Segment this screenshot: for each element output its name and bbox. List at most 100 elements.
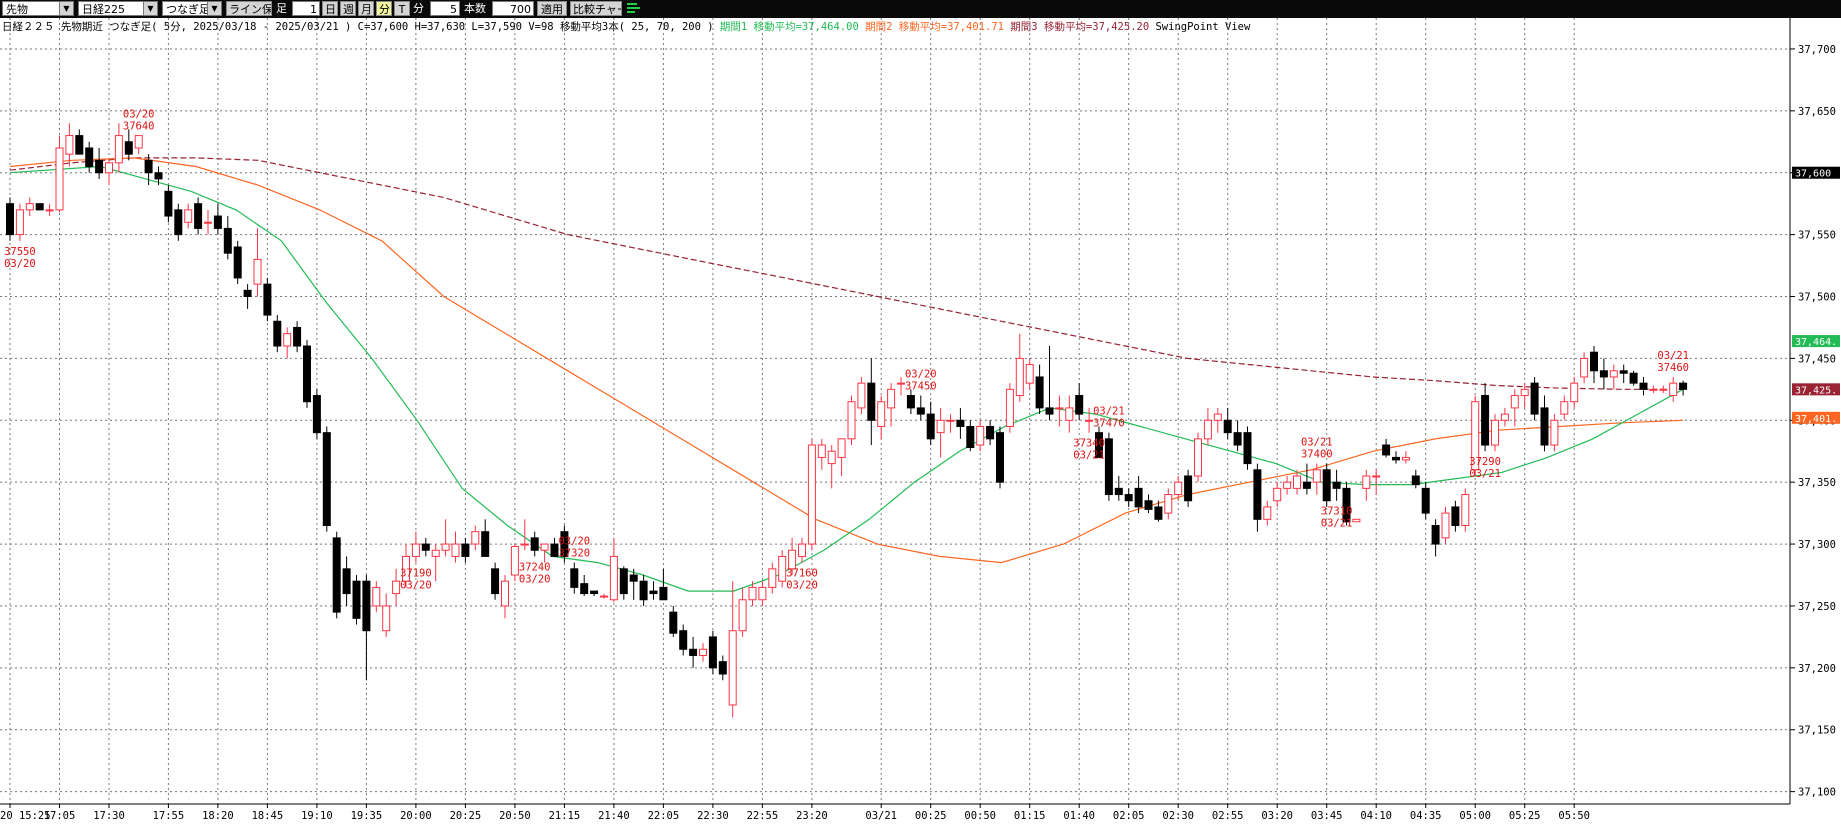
candle-up [1560,401,1569,415]
swing-date-label: 03/21 [1093,406,1125,418]
x-tick-label: 05:25 [1509,810,1541,822]
swing-price-label: 37550 [4,246,36,258]
x-tick-label: 23:20 [796,810,828,822]
candle-down [1233,432,1242,446]
chart-info-bar: 日経２２５ 先物期近 つなぎ足( 5分, 2025/03/18 - 2025/0… [2,20,1250,34]
candle-down [649,590,658,595]
x-tick-label: 02:05 [1113,810,1145,822]
candle-down [659,586,668,601]
candle-down [1392,456,1400,461]
swing-price-label: 37320 [558,548,590,560]
candle-up [105,162,113,174]
candle-down [956,419,965,427]
tick-tab[interactable]: T [394,1,410,16]
candle-up [184,209,193,223]
candle-down [1302,481,1311,489]
candle-down [1253,469,1262,520]
apply-button[interactable]: 適用 [537,1,567,16]
candle-down [916,407,925,415]
count-label: 本数 [464,2,486,15]
price-axis: 37,100 37,150 37,200 37,250 37,300 37,350 37,4… [1789,18,1840,804]
candle-up [451,543,460,557]
candle-up [827,450,836,465]
candle-up [204,221,212,224]
x-tick-label: 00:25 [915,810,947,822]
price-marker-bg [1792,411,1840,424]
x-tick-label: 03/21 [865,810,897,822]
symbol-title: 日経２２５ 先物期近 つなぎ足 [2,21,152,33]
candle-up [738,599,747,632]
y-tick-label: 37,200 [1798,663,1836,675]
candle-up [1055,407,1064,410]
week-button[interactable]: 週 [340,1,356,16]
x-tick-label: 18:45 [252,810,284,822]
x-tick-label: 20 15:25 [0,810,51,822]
minute-input[interactable]: 5 [430,1,460,16]
x-tick-label: 02:30 [1162,810,1194,822]
chevron-down-icon: ▼ [143,2,157,15]
index-select[interactable]: 日経225 ▼ [78,1,158,16]
candle-down [1332,481,1341,489]
chevron-down-icon: ▼ [207,2,221,15]
candle-down [95,159,104,174]
candle-down [550,543,559,557]
candle-down [1411,475,1420,486]
candle-down [1095,432,1103,458]
candle-up [253,258,262,285]
candle-up [1273,487,1282,502]
candle-up [1352,518,1361,523]
candle-down [718,661,727,675]
chart-settings-icon[interactable] [626,1,642,16]
candle-up [114,135,123,164]
candle-up [748,586,757,601]
candle-up [520,543,529,546]
day-button[interactable]: 日 [322,1,338,16]
span-input[interactable]: 1 [292,1,320,16]
candle-down [1154,506,1163,520]
candle-down [144,159,153,174]
minute-tab[interactable]: 分 [376,1,392,16]
candle-up [540,543,549,551]
market-select[interactable]: 先物 ▼ [2,1,74,16]
candle-up [65,135,74,155]
price-marker-bg [1792,166,1840,179]
toolbar: 先物▼ 日経225▼ つなぎ足▼ ライン保存 足 1 日 週 月 分 T 分 5… [0,0,1841,18]
line-save-button[interactable]: ライン保存 [226,1,272,16]
candle-up [1085,419,1094,422]
candle-up [887,388,896,409]
candle-down [303,345,311,403]
candle-up [976,425,985,446]
candle-down [322,432,331,526]
candle-up [1194,438,1202,477]
x-tick-label: 21:40 [598,810,630,822]
candle-up [936,419,945,434]
candle-up [1609,370,1618,378]
count-input[interactable]: 700 [492,1,534,16]
candle-down [1134,487,1143,508]
candle-up [441,543,450,551]
candle-down [243,289,252,298]
x-tick-label: 02:55 [1212,810,1244,822]
candle-down [926,413,935,440]
candle-up [1362,475,1371,489]
candle-up [1065,407,1074,421]
candle-up [283,333,292,347]
candle-down [491,568,500,595]
mode-select[interactable]: つなぎ足 ▼ [162,1,222,16]
compare-chart-button[interactable]: 比較チャート [570,1,622,16]
candle-up [1461,494,1470,526]
x-tick-label: 05:50 [1558,810,1590,822]
candle-down [986,425,995,440]
x-tick-label: 22:30 [697,810,729,822]
month-button[interactable]: 月 [358,1,374,16]
x-tick-label: 20:25 [450,810,482,822]
swing-date-label: 03/21 [1073,450,1105,462]
x-tick-label: 04:10 [1360,810,1392,822]
candle-down [332,537,341,613]
swing-price-label: 37310 [1321,506,1353,518]
candle-up [1570,382,1579,403]
candle-up [778,555,787,582]
minute-label: 分 [413,2,424,15]
candle-up [382,605,391,632]
